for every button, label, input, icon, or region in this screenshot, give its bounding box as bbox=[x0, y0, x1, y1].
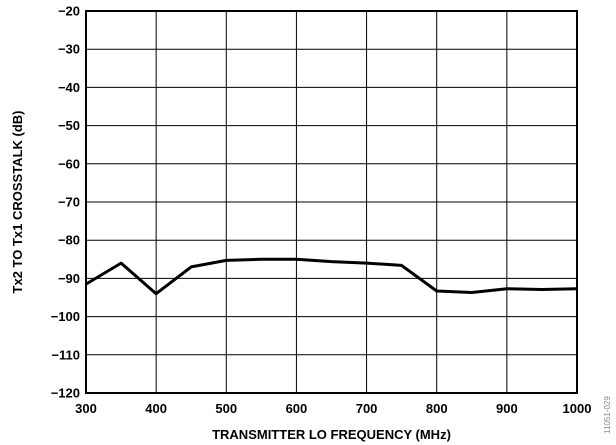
y-tick-label: −60 bbox=[58, 156, 80, 171]
series-layer bbox=[85, 257, 578, 296]
grid bbox=[86, 11, 577, 393]
x-tick-label: 500 bbox=[215, 401, 237, 416]
y-tick-labels: −20 −30 −40 −50 −60 −70 −80 −90 −100 −110 −120 bbox=[51, 4, 80, 401]
y-tick-label: −50 bbox=[58, 118, 80, 133]
plot-frame bbox=[85, 10, 578, 394]
x-tick-labels: 300 400 500 600 700 800 900 1000 bbox=[75, 401, 591, 416]
x-axis-title: TRANSMITTER LO FREQUENCY (MHz) bbox=[212, 427, 451, 442]
y-tick-label: −40 bbox=[58, 80, 80, 95]
x-tick-label: 800 bbox=[426, 401, 448, 416]
y-tick-label: −110 bbox=[51, 347, 80, 362]
y-tick-label: −90 bbox=[58, 271, 80, 286]
y-tick-label: −70 bbox=[58, 195, 80, 210]
x-tick-label: 900 bbox=[496, 401, 518, 416]
x-tick-label: 600 bbox=[286, 401, 308, 416]
y-tick-label: −80 bbox=[58, 233, 80, 248]
y-tick-label: −120 bbox=[51, 386, 80, 401]
x-tick-label: 300 bbox=[75, 401, 97, 416]
y-tick-label: −20 bbox=[58, 4, 80, 19]
series-line bbox=[85, 257, 578, 296]
x-tick-label: 400 bbox=[145, 401, 167, 416]
x-tick-label: 1000 bbox=[563, 401, 592, 416]
y-tick-label: −100 bbox=[51, 309, 80, 324]
y-axis-title: Tx2 TO Tx1 CROSSTALK (dB) bbox=[10, 111, 25, 294]
x-tick-label: 700 bbox=[356, 401, 378, 416]
figure-id-note: 11051-029 bbox=[603, 396, 612, 434]
y-tick-label: −30 bbox=[58, 42, 80, 57]
